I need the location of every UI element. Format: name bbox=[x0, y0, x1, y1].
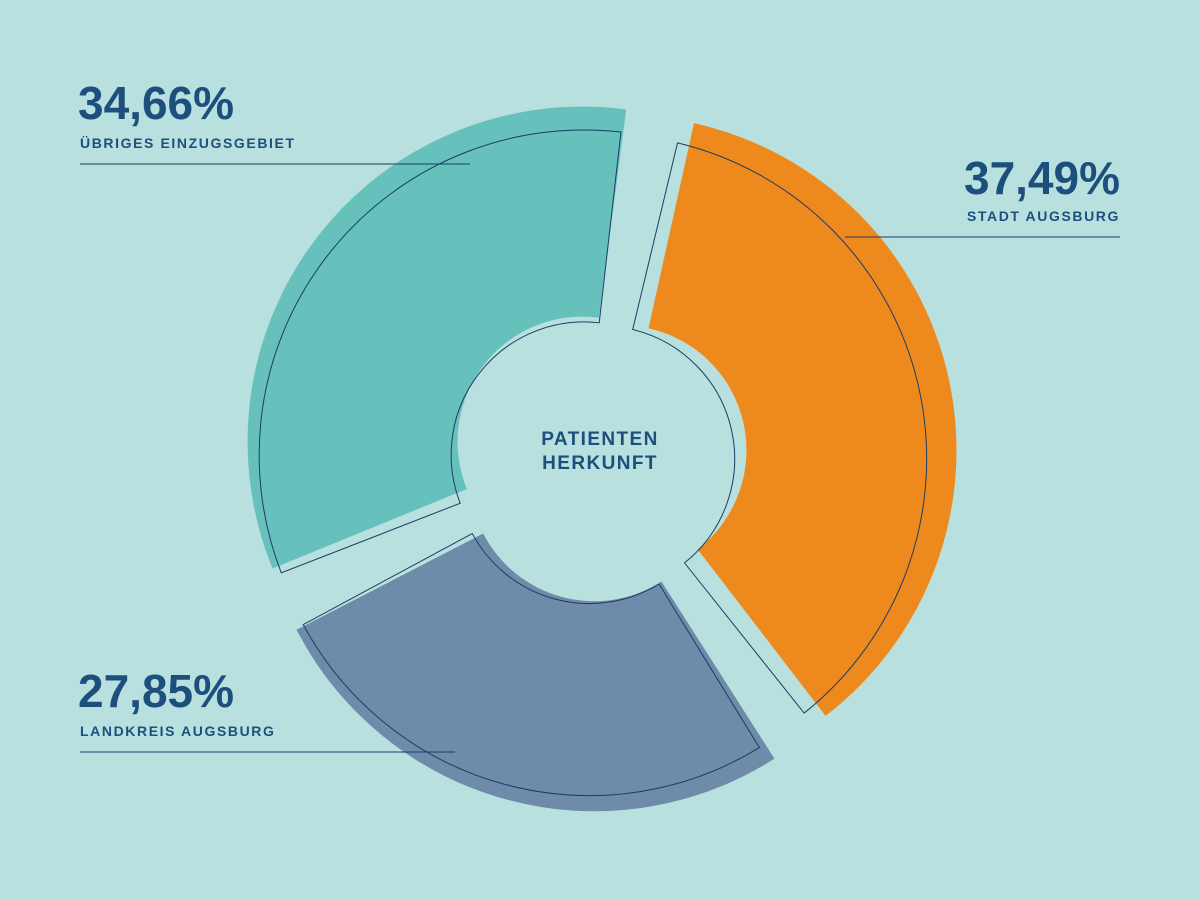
category-label-uebriges-einzugsgebiet: ÜBRIGES EINZUGSGEBIET bbox=[80, 135, 296, 151]
slice-landkreis-augsburg bbox=[296, 533, 775, 812]
center-title-line-2: HERKUNFT bbox=[542, 453, 658, 474]
center-title-line-1: PATIENTEN bbox=[541, 429, 659, 450]
slices-layer bbox=[247, 106, 957, 812]
category-label-landkreis-augsburg: LANDKREIS AUGSBURG bbox=[80, 723, 276, 739]
value-label-uebriges-einzugsgebiet: 34,66% bbox=[78, 77, 235, 129]
value-label-landkreis-augsburg: 27,85% bbox=[78, 665, 235, 717]
slice-uebriges-einzugsgebiet bbox=[247, 106, 627, 569]
outlines-layer bbox=[258, 129, 928, 797]
slice-outline-stadt-augsburg bbox=[632, 142, 928, 714]
slice-outline-uebriges-einzugsgebiet bbox=[258, 129, 622, 574]
category-label-stadt-augsburg: STADT AUGSBURG bbox=[966, 208, 1120, 224]
slice-stadt-augsburg bbox=[648, 123, 957, 716]
slice-outline-landkreis-augsburg bbox=[302, 532, 761, 797]
leader-lines bbox=[80, 163, 1120, 753]
value-label-stadt-augsburg: 37,49% bbox=[963, 152, 1120, 204]
